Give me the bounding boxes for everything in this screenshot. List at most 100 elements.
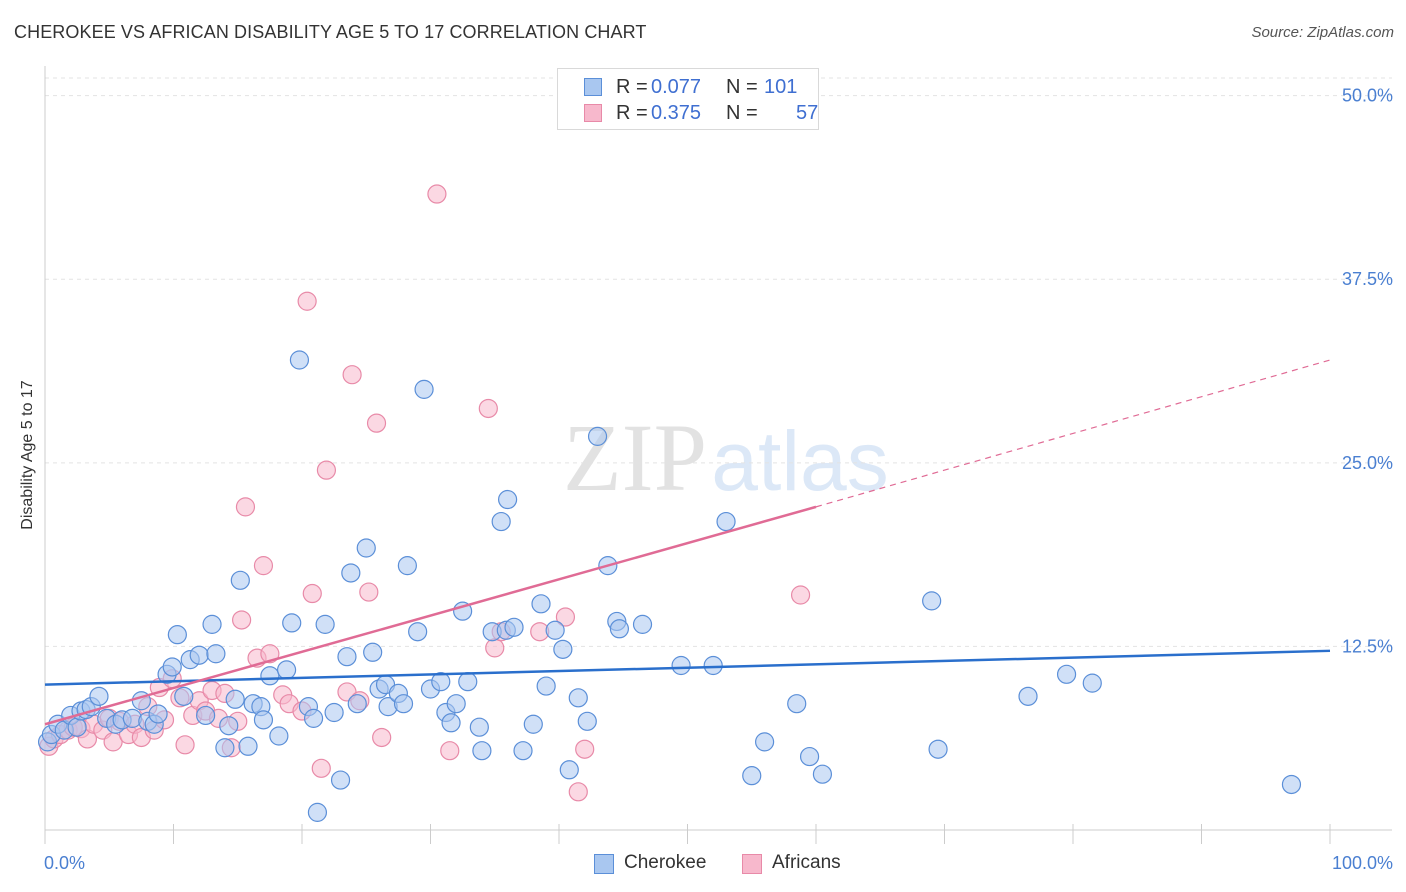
legend-label: Cherokee <box>624 852 707 873</box>
cherokee-point <box>219 716 239 736</box>
cherokee-point <box>276 660 297 680</box>
cherokee-point <box>441 713 461 733</box>
cherokee-point <box>531 594 551 614</box>
cherokee-point <box>238 736 258 756</box>
cherokee-point <box>363 642 383 662</box>
cherokee-point <box>162 657 182 677</box>
cherokee-point <box>189 645 209 665</box>
cherokee-point <box>393 694 414 714</box>
africans-point <box>790 585 811 605</box>
cherokee-point <box>446 694 466 714</box>
cherokee-point <box>587 426 608 446</box>
cherokee-point <box>303 708 324 728</box>
cherokee-point <box>215 738 235 758</box>
cherokee-point <box>324 702 344 723</box>
cherokee-point <box>458 672 478 692</box>
cherokee-point <box>225 689 245 709</box>
r-value: 0.077 <box>651 76 702 98</box>
source-label: Source: ZipAtlas.com <box>1251 24 1394 41</box>
y-tick-label: 25.0% <box>1342 453 1393 473</box>
cherokee-point <box>67 717 87 737</box>
cherokee-trend-line <box>44 649 1331 686</box>
cherokee-point <box>469 717 489 737</box>
cherokee-point <box>1281 774 1302 795</box>
cherokee-point <box>167 625 187 645</box>
cherokee-point <box>89 686 109 706</box>
cherokee-point <box>545 620 565 640</box>
africans-point <box>427 184 447 204</box>
cherokee-point <box>230 570 250 590</box>
cherokee-point <box>347 694 367 714</box>
cherokee-point <box>307 802 328 822</box>
cherokee-point <box>491 511 511 532</box>
africans-point <box>302 583 322 604</box>
cherokee-swatch <box>584 78 602 96</box>
r-label: R = <box>616 102 648 124</box>
cherokee-point <box>553 639 573 659</box>
watermark-zip: ZIP <box>563 404 707 511</box>
cherokee-swatch <box>594 854 614 874</box>
cherokee-point <box>253 710 274 730</box>
cherokee-point <box>289 350 310 370</box>
axes <box>44 66 1392 844</box>
cherokee-point <box>536 676 556 696</box>
cherokee-point <box>1082 673 1102 693</box>
cherokee-point <box>523 714 543 734</box>
legend-label: Africans <box>772 852 841 873</box>
africans-trend-extension <box>815 359 1331 508</box>
cherokee-point <box>928 739 948 759</box>
cherokee-point <box>609 619 629 639</box>
cherokee-point <box>330 770 351 790</box>
cherokee-point <box>431 672 451 692</box>
africans-point <box>359 582 379 602</box>
x-tick-label: 0.0% <box>44 853 85 873</box>
r-label: R = <box>616 76 648 98</box>
cherokee-point <box>703 655 723 676</box>
africans-trend-line <box>44 505 817 726</box>
cherokee-point <box>754 732 775 752</box>
cherokee-point <box>341 563 361 583</box>
cherokee-point <box>414 379 434 399</box>
africans-point <box>575 739 595 759</box>
cherokee-point <box>260 666 280 686</box>
cherokee-point <box>196 705 216 726</box>
cherokee-point <box>787 694 807 714</box>
cherokee-point <box>337 647 357 667</box>
cherokee-point <box>559 760 579 780</box>
cherokee-point <box>742 766 762 786</box>
cherokee-point <box>206 644 226 664</box>
africans-point <box>253 556 274 576</box>
chart-title: CHEROKEE VS AFRICAN DISABILITY AGE 5 TO … <box>14 22 647 42</box>
africans-point <box>342 365 362 385</box>
africans-swatch <box>584 104 602 122</box>
cherokee-point <box>1018 686 1038 706</box>
cherokee-point <box>504 617 524 637</box>
africans-point <box>232 610 252 630</box>
n-label: N = <box>726 76 758 98</box>
cherokee-point <box>632 614 653 634</box>
cherokee-point <box>315 614 335 634</box>
cherokee-point <box>397 556 417 576</box>
watermark-atlas: atlas <box>711 414 888 508</box>
cherokee-point <box>716 511 736 532</box>
africans-point <box>311 758 331 778</box>
africans-point <box>260 644 280 664</box>
africans-point <box>175 735 195 755</box>
africans-point <box>478 398 498 419</box>
cherokee-point <box>202 614 222 634</box>
africans-point <box>440 741 460 761</box>
cherokee-point <box>282 613 302 633</box>
n-value: 57 <box>796 102 819 124</box>
africans-point <box>235 497 256 517</box>
n-label: N = <box>726 102 758 124</box>
africans-point <box>297 291 317 311</box>
africans-point <box>372 727 392 748</box>
grid-lines <box>45 77 1392 647</box>
y-tick-label: 12.5% <box>1342 636 1393 656</box>
tick-labels: 12.5% 25.0% 37.5% 50.0% 0.0% 100.0% <box>44 86 1393 873</box>
cherokee-point <box>671 655 691 676</box>
cherokee-point <box>812 764 833 784</box>
cherokee-point <box>922 591 942 611</box>
y-tick-label: 37.5% <box>1342 269 1393 289</box>
